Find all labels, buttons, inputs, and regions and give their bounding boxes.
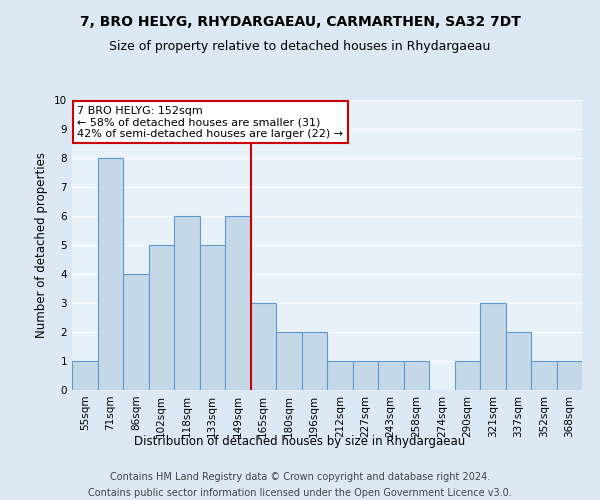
Bar: [505, 332, 531, 390]
Bar: [327, 361, 353, 390]
Bar: [302, 332, 327, 390]
Bar: [174, 216, 199, 390]
Bar: [353, 361, 378, 390]
Text: Distribution of detached houses by size in Rhydargaeau: Distribution of detached houses by size …: [134, 435, 466, 448]
Bar: [199, 245, 225, 390]
Bar: [149, 245, 174, 390]
Text: Size of property relative to detached houses in Rhydargaeau: Size of property relative to detached ho…: [109, 40, 491, 53]
Text: 7, BRO HELYG, RHYDARGAEAU, CARMARTHEN, SA32 7DT: 7, BRO HELYG, RHYDARGAEAU, CARMARTHEN, S…: [80, 15, 520, 29]
Bar: [72, 361, 97, 390]
Bar: [455, 361, 480, 390]
Bar: [557, 361, 582, 390]
Text: Contains public sector information licensed under the Open Government Licence v3: Contains public sector information licen…: [88, 488, 512, 498]
Bar: [225, 216, 251, 390]
Bar: [404, 361, 429, 390]
Text: Contains HM Land Registry data © Crown copyright and database right 2024.: Contains HM Land Registry data © Crown c…: [110, 472, 490, 482]
Text: 7 BRO HELYG: 152sqm
← 58% of detached houses are smaller (31)
42% of semi-detach: 7 BRO HELYG: 152sqm ← 58% of detached ho…: [77, 106, 343, 139]
Bar: [123, 274, 149, 390]
Y-axis label: Number of detached properties: Number of detached properties: [35, 152, 49, 338]
Bar: [251, 303, 276, 390]
Bar: [276, 332, 302, 390]
Bar: [480, 303, 505, 390]
Bar: [97, 158, 123, 390]
Bar: [378, 361, 404, 390]
Bar: [531, 361, 557, 390]
